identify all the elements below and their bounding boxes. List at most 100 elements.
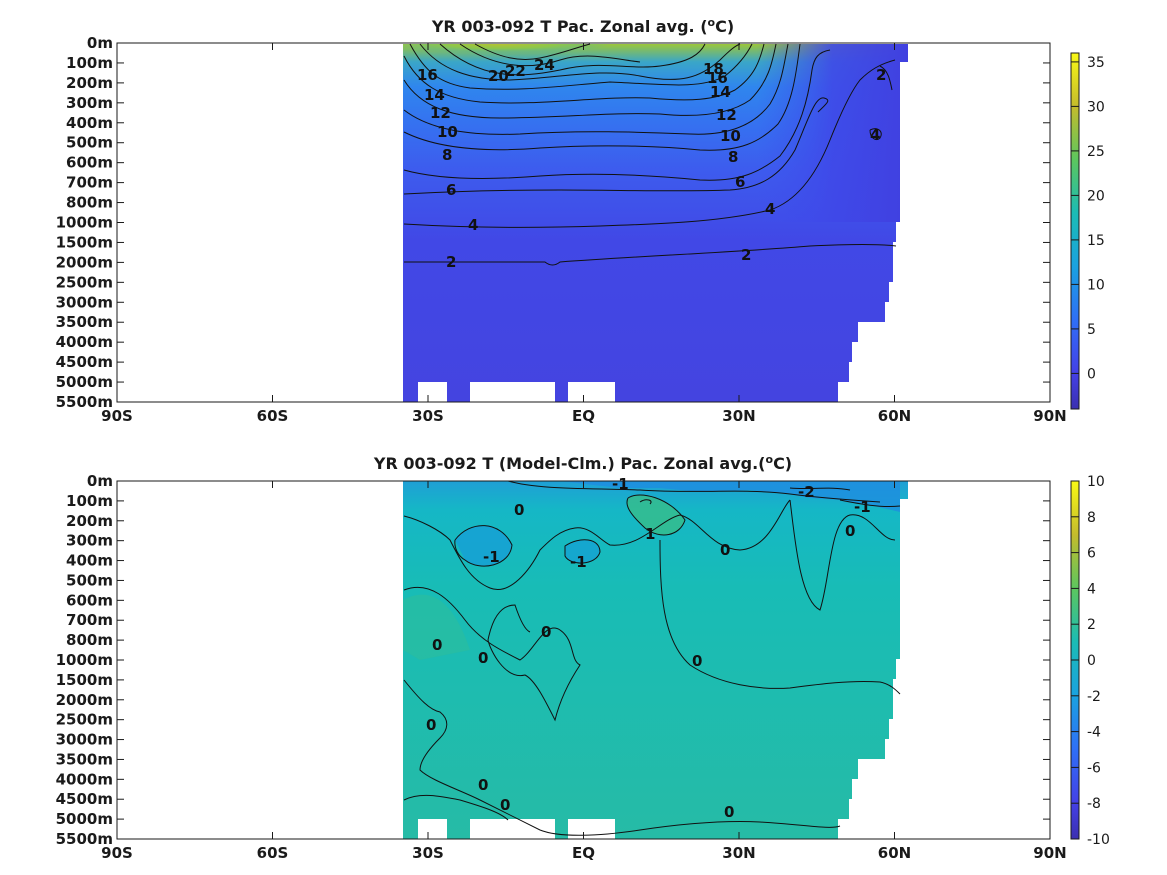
svg-text:10: 10	[720, 127, 741, 145]
y-tick-label: 800m	[66, 194, 113, 212]
y-tick-label: 3500m	[56, 750, 113, 768]
svg-text:12: 12	[430, 104, 451, 122]
svg-text:20: 20	[488, 67, 509, 85]
y-tick-label: 200m	[66, 512, 113, 530]
y-tick-label: 5500m	[56, 393, 113, 411]
plot-area	[403, 44, 908, 402]
y-axis: 0m100m200m300m400m500m600m700m800m1000m1…	[56, 34, 1050, 411]
colorbar-tick-label: -2	[1087, 689, 1101, 705]
x-tick-label: EQ	[572, 844, 595, 862]
svg-text:2: 2	[741, 246, 751, 264]
x-axis: 90S 60S 30S EQ 30N 60N 90N	[101, 43, 1067, 425]
svg-text:16: 16	[417, 66, 438, 84]
svg-text:-1: -1	[854, 498, 871, 516]
svg-text:4: 4	[870, 126, 880, 144]
colorbar-tick-label: -10	[1087, 832, 1110, 848]
chart-title: YR 003-092 T (Model-Clm.) Pac. Zonal avg…	[373, 453, 792, 474]
y-tick-label: 2500m	[56, 273, 113, 291]
colorbar-tick-label: 0	[1087, 366, 1096, 382]
svg-text:0: 0	[845, 522, 855, 540]
colorbar-tick-label: 35	[1087, 55, 1105, 71]
x-tick-label: 30N	[722, 844, 755, 862]
data-field	[403, 481, 908, 839]
y-tick-label: 4500m	[56, 353, 113, 371]
y-tick-label: 400m	[66, 552, 113, 570]
svg-text:8: 8	[728, 148, 738, 166]
colorbar-tick-label: -8	[1087, 796, 1101, 812]
colorbar-tick-label: -4	[1087, 725, 1101, 741]
colorbar-tick-label: 8	[1087, 510, 1096, 526]
y-tick-label: 1000m	[56, 651, 113, 669]
colorbar-tick-label: 10	[1087, 277, 1105, 293]
y-tick-label: 300m	[66, 94, 113, 112]
y-tick-label: 4500m	[56, 790, 113, 808]
svg-text:0: 0	[432, 636, 442, 654]
y-tick-label: 1500m	[56, 233, 113, 251]
colorbar-tick-label: 4	[1087, 581, 1096, 597]
y-tick-label: 4000m	[56, 770, 113, 788]
contour-labels: -1 -2 -1 0 1 0 0 -1 -1 0 0 0 0 0 0 0 0	[426, 475, 871, 821]
svg-text:6: 6	[446, 181, 456, 199]
y-tick-label: 4000m	[56, 333, 113, 351]
svg-text:1: 1	[645, 525, 655, 543]
y-tick-label: 2000m	[56, 691, 113, 709]
svg-text:14: 14	[710, 83, 731, 101]
svg-text:-1: -1	[570, 553, 587, 571]
colorbar-ticks: 0 5 10 15 20 25 30 35	[1071, 55, 1105, 382]
x-axis: 90S 60S 30S EQ 30N 60N 90N	[101, 481, 1067, 862]
svg-text:0: 0	[478, 776, 488, 794]
chart-title: YR 003-092 T Pac. Zonal avg. (oC)	[431, 16, 734, 37]
y-tick-label: 600m	[66, 591, 113, 609]
x-tick-label: 90S	[101, 844, 133, 862]
svg-text:0: 0	[478, 649, 488, 667]
svg-text:0: 0	[720, 541, 730, 559]
svg-text:-1: -1	[483, 548, 500, 566]
y-tick-label: 3000m	[56, 293, 113, 311]
svg-text:0: 0	[541, 623, 551, 641]
cold-anomaly	[455, 525, 512, 567]
svg-text:2: 2	[446, 253, 456, 271]
y-tick-label: 5000m	[56, 373, 113, 391]
svg-text:18: 18	[703, 60, 724, 78]
y-tick-label: 100m	[66, 492, 113, 510]
svg-text:24: 24	[534, 56, 555, 74]
cold-anomaly	[565, 539, 600, 564]
svg-text:6: 6	[735, 173, 745, 191]
y-tick-label: 300m	[66, 532, 113, 550]
y-tick-label: 500m	[66, 134, 113, 152]
svg-text:0: 0	[500, 796, 510, 814]
x-tick-label: 90N	[1033, 844, 1066, 862]
svg-text:0: 0	[426, 716, 436, 734]
svg-text:4: 4	[468, 216, 478, 234]
colorbar-tick-label: 10	[1087, 474, 1105, 490]
y-tick-label: 1500m	[56, 671, 113, 689]
colorbar	[1070, 52, 1080, 410]
x-tick-label: 60N	[878, 407, 911, 425]
y-tick-label: 1000m	[56, 214, 113, 232]
y-tick-label: 0m	[87, 34, 113, 52]
svg-text:8: 8	[442, 146, 452, 164]
x-tick-label: 60S	[257, 844, 289, 862]
colorbar-tick-label: 15	[1087, 233, 1105, 249]
contour-labels: 24 22 20 18 16 16 14 14 12 12 10 10 8 8 …	[417, 56, 886, 271]
svg-text:0: 0	[692, 652, 702, 670]
y-axis: 0m100m200m300m400m500m600m700m800m1000m1…	[56, 472, 1050, 848]
svg-text:2: 2	[876, 66, 886, 84]
svg-text:-2: -2	[798, 483, 815, 501]
y-tick-label: 5500m	[56, 830, 113, 848]
y-tick-label: 800m	[66, 631, 113, 649]
y-tick-label: 700m	[66, 174, 113, 192]
x-tick-label: 90N	[1033, 407, 1066, 425]
svg-text:0: 0	[514, 501, 524, 519]
y-tick-label: 2500m	[56, 711, 113, 729]
y-tick-label: 100m	[66, 54, 113, 72]
x-tick-label: EQ	[572, 407, 595, 425]
y-tick-label: 200m	[66, 74, 113, 92]
x-tick-label: 30S	[412, 407, 444, 425]
y-tick-label: 400m	[66, 114, 113, 132]
y-tick-label: 500m	[66, 571, 113, 589]
y-tick-label: 5000m	[56, 810, 113, 828]
warm-anomaly	[403, 594, 470, 660]
colorbar-tick-label: 20	[1087, 188, 1105, 204]
